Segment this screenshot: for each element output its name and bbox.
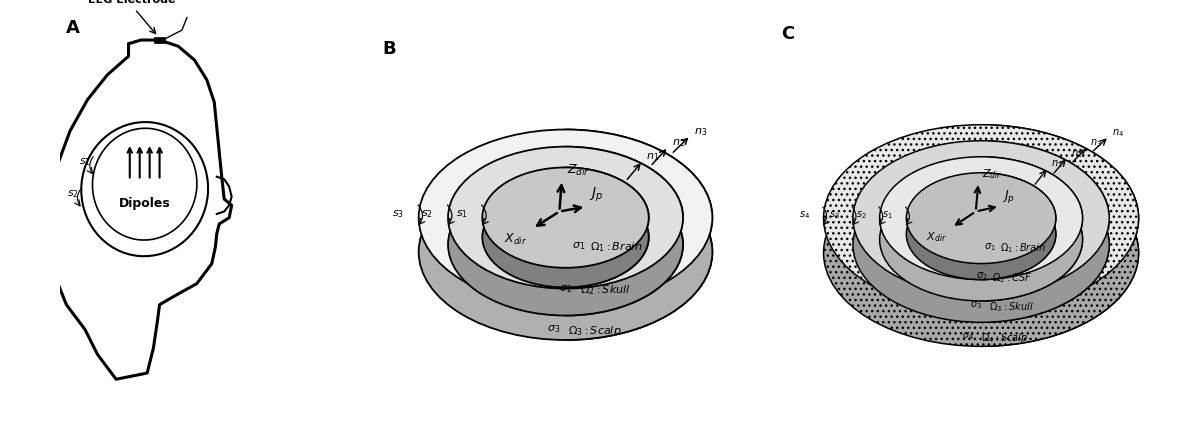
Text: $n_1$: $n_1$ [1051,158,1063,170]
Text: $s_2$: $s_2$ [856,209,866,221]
Ellipse shape [482,168,649,268]
Text: $X_{dir}$: $X_{dir}$ [925,230,947,244]
Polygon shape [982,157,1082,301]
Ellipse shape [448,173,683,316]
Text: $\Omega_2: CSF$: $\Omega_2: CSF$ [991,271,1032,285]
Text: $s_1$: $s_1$ [882,209,893,221]
Text: $Z_{dir}$: $Z_{dir}$ [566,163,589,179]
Text: $n_3$: $n_3$ [1090,137,1102,149]
Text: $\Omega_2: Skull$: $\Omega_2: Skull$ [580,283,631,297]
Ellipse shape [880,157,1082,280]
Text: $\sigma_3$: $\sigma_3$ [547,324,560,335]
Text: C: C [781,25,794,43]
Polygon shape [982,141,1109,322]
Text: $\Omega_1: Brain$: $\Omega_1: Brain$ [590,241,642,255]
Ellipse shape [419,164,713,340]
Text: $\Omega_3: Skull$: $\Omega_3: Skull$ [989,300,1033,314]
Ellipse shape [906,173,1056,264]
Text: $s_2$: $s_2$ [421,209,433,220]
Text: $n_3$: $n_3$ [695,126,708,138]
Polygon shape [565,168,649,287]
Text: $\sigma_1$: $\sigma_1$ [571,240,584,252]
Text: EEG Electrode: EEG Electrode [89,0,176,5]
Text: $X_{dir}$: $X_{dir}$ [504,232,528,247]
Text: A: A [66,19,80,37]
Ellipse shape [823,125,1139,312]
Text: $J_p$: $J_p$ [589,186,602,204]
Polygon shape [982,173,1056,280]
Polygon shape [565,147,683,316]
Text: $s_4$: $s_4$ [799,209,810,221]
Text: $s_1$: $s_1$ [456,209,468,220]
Text: $n_2$: $n_2$ [672,137,685,149]
Text: $\sigma_4$: $\sigma_4$ [962,330,974,342]
Text: Dipoles: Dipoles [119,197,170,209]
Text: $n_4$: $n_4$ [1111,127,1123,139]
Text: $s_1$: $s_1$ [79,156,91,168]
Text: $J_p$: $J_p$ [1002,188,1015,205]
Text: $\Omega_1: Brain$: $\Omega_1: Brain$ [1000,242,1046,255]
Ellipse shape [906,189,1056,280]
Text: $\sigma_3$: $\sigma_3$ [971,299,983,311]
Text: $\sigma_2$: $\sigma_2$ [559,283,572,295]
Text: B: B [382,40,396,58]
Text: $\sigma_2$: $\sigma_2$ [976,270,988,282]
Text: $Z_{dir}$: $Z_{dir}$ [983,167,1003,181]
Text: $\Omega_4: Scalp$: $\Omega_4: Scalp$ [982,331,1028,345]
FancyBboxPatch shape [154,37,166,43]
Text: $s_3$: $s_3$ [829,209,840,221]
Ellipse shape [880,178,1082,301]
Ellipse shape [853,141,1109,296]
Text: $s_3$: $s_3$ [392,209,404,220]
Ellipse shape [482,187,649,287]
Text: $n_2$: $n_2$ [1070,148,1082,159]
Text: $\sigma_1$: $\sigma_1$ [984,241,996,253]
Text: $n_1$: $n_1$ [647,152,660,163]
Ellipse shape [853,168,1109,322]
Ellipse shape [823,159,1139,346]
Ellipse shape [448,147,683,288]
Text: $\Omega_3: Scalp$: $\Omega_3: Scalp$ [568,324,622,338]
Ellipse shape [419,129,713,306]
Text: $s_2$: $s_2$ [67,189,79,201]
Polygon shape [982,125,1139,346]
Polygon shape [565,129,713,340]
